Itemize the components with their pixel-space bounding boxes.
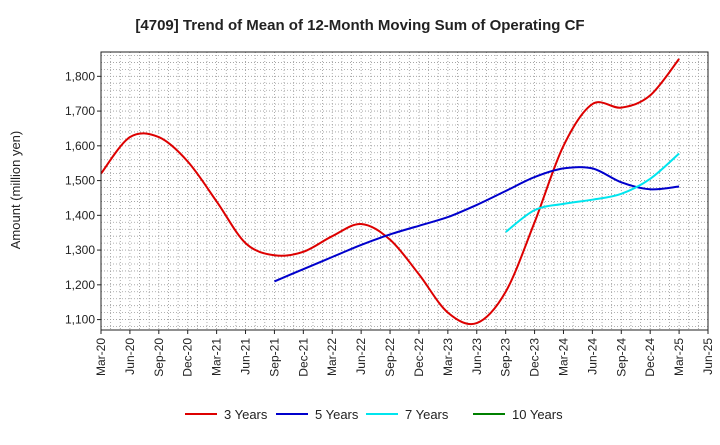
y-tick-label: 1,100 (65, 313, 95, 327)
x-tick-label: Jun-24 (585, 338, 599, 375)
x-tick-label: Mar-24 (556, 338, 570, 376)
x-tick-label: Mar-23 (441, 338, 455, 376)
x-tick-label: Jun-21 (239, 338, 253, 375)
x-tick-label: Sep-24 (614, 338, 628, 377)
x-tick-label: Jun-25 (701, 338, 715, 375)
x-tick-label: Jun-20 (123, 338, 137, 375)
plot-area-frame (100, 51, 709, 331)
x-tick-label: Dec-23 (528, 338, 542, 377)
x-tick-label: Sep-23 (499, 338, 513, 377)
x-tick-label: Jun-22 (354, 338, 368, 375)
x-tick-label: Mar-22 (325, 338, 339, 376)
y-axis-label: Amount (million yen) (8, 131, 23, 250)
grid (101, 52, 708, 330)
series-line-5-years (273, 166, 680, 283)
x-tick-label: Jun-23 (470, 338, 484, 375)
axis-ticks: 1,100 1,200 1,300 1,400 1,500 1,600 1,700 1,800… (65, 69, 715, 376)
y-tick-label: 1,800 (65, 69, 95, 83)
series-lines (100, 58, 680, 326)
y-tick-label: 1,200 (65, 278, 95, 292)
x-tick-label: Mar-21 (210, 338, 224, 376)
x-tick-label: Sep-22 (383, 338, 397, 377)
series-line-3-years (100, 58, 680, 326)
y-tick-label: 1,700 (65, 104, 95, 118)
legend-label-5-years: 5 Years (315, 407, 359, 422)
legend-label-7-years: 7 Years (405, 407, 449, 422)
y-tick-label: 1,600 (65, 139, 95, 153)
x-tick-label: Dec-21 (296, 338, 310, 377)
x-tick-label: Sep-20 (152, 338, 166, 377)
x-tick-label: Dec-22 (412, 338, 426, 377)
series-line-7-years (505, 152, 680, 233)
y-tick-label: 1,400 (65, 208, 95, 222)
y-tick-label: 1,300 (65, 243, 95, 257)
legend-label-10-years: 10 Years (512, 407, 563, 422)
x-tick-label: Sep-21 (267, 338, 281, 377)
x-tick-label: Mar-25 (672, 338, 686, 376)
x-tick-label: Dec-20 (181, 338, 195, 377)
legend-label-3-years: 3 Years (224, 407, 268, 422)
chart-title: [4709] Trend of Mean of 12-Month Moving … (135, 17, 584, 34)
x-tick-label: Dec-24 (643, 338, 657, 377)
y-tick-label: 1,500 (65, 174, 95, 188)
legend: 3 Years 5 Years 7 Years 10 Years (185, 407, 563, 422)
x-tick-label: Mar-20 (94, 338, 108, 376)
